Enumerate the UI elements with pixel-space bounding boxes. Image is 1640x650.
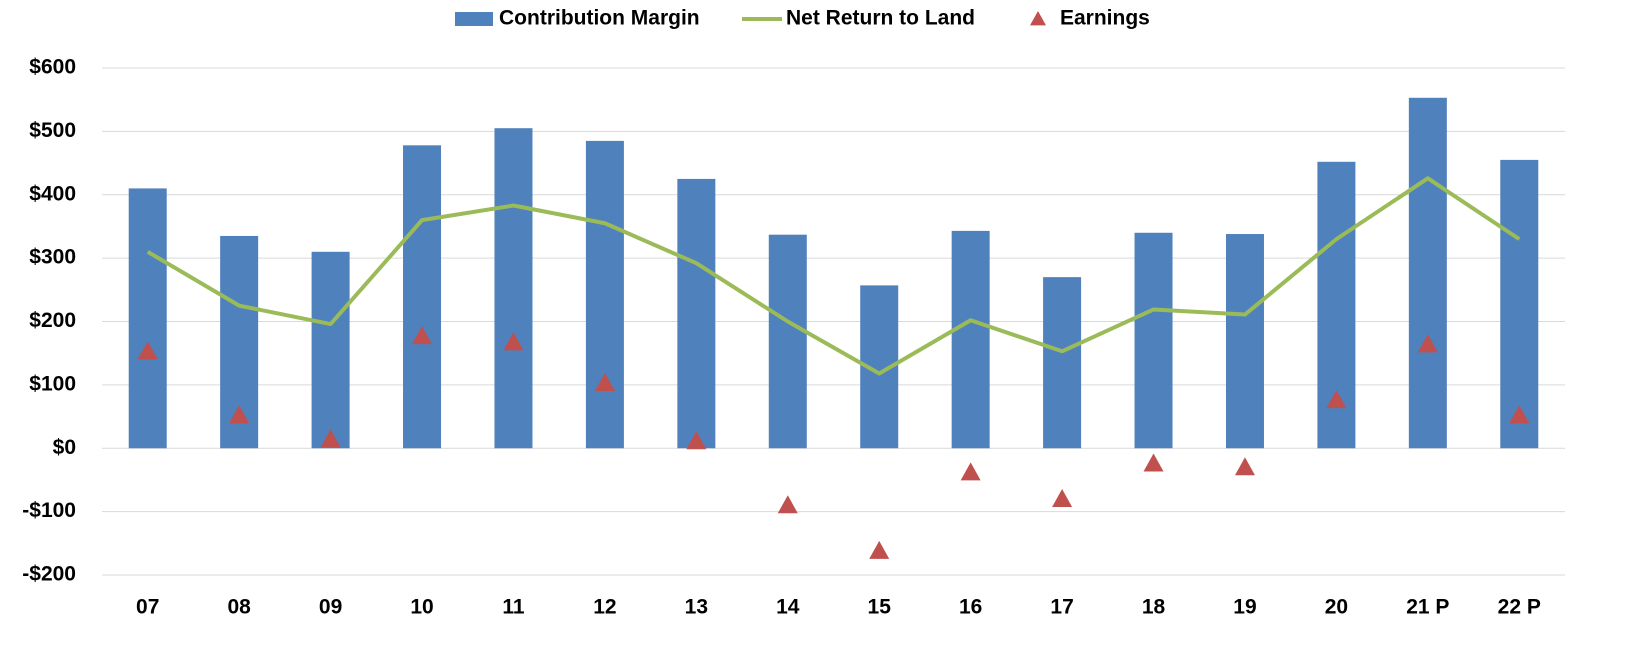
x-tick-label: 16 <box>959 596 982 619</box>
marker <box>1326 390 1347 409</box>
marker <box>1234 457 1255 476</box>
bar <box>951 230 990 449</box>
marker <box>137 341 158 360</box>
x-tick-label: 08 <box>227 596 251 619</box>
y-tick-label: $500 <box>29 119 76 142</box>
marker <box>686 431 707 450</box>
bar <box>768 234 807 449</box>
y-tick-label: $400 <box>29 182 76 205</box>
y-tick-label: $100 <box>29 372 76 395</box>
x-tick-label: 15 <box>868 596 892 619</box>
bar <box>1408 97 1447 449</box>
y-tick-label: -$100 <box>22 499 76 522</box>
legend-label: Net Return to Land <box>786 7 975 30</box>
bar <box>1500 159 1539 449</box>
x-tick-label: 12 <box>593 596 616 619</box>
x-tick-label: 09 <box>319 596 342 619</box>
bar <box>1043 277 1082 449</box>
y-tick-label: -$200 <box>22 563 76 586</box>
x-tick-label: 21 P <box>1406 596 1449 619</box>
x-tick-label: 20 <box>1325 596 1348 619</box>
marker <box>503 332 524 351</box>
x-tick-label: 10 <box>410 596 433 619</box>
x-tick-label: 18 <box>1142 596 1166 619</box>
x-tick-label: 07 <box>136 596 159 619</box>
x-tick-label: 14 <box>776 596 800 619</box>
bar <box>128 188 167 449</box>
marker <box>594 372 615 391</box>
legend-label: Earnings <box>1060 7 1150 30</box>
bar <box>494 128 533 449</box>
marker <box>1417 334 1438 353</box>
x-tick-label: 22 P <box>1498 596 1541 619</box>
marker <box>320 429 341 448</box>
marker <box>1052 488 1073 507</box>
marker <box>869 540 890 559</box>
bar <box>403 145 442 449</box>
marker <box>229 405 250 424</box>
legend-label: Contribution Margin <box>499 7 700 30</box>
x-tick-label: 13 <box>685 596 708 619</box>
line <box>146 176 1521 376</box>
marker <box>777 495 798 514</box>
marker <box>412 326 433 345</box>
legend-swatch <box>1030 11 1046 26</box>
bar <box>1225 234 1264 449</box>
y-tick-label: $200 <box>29 309 76 332</box>
y-tick-label: $300 <box>29 246 76 269</box>
bar <box>585 140 624 449</box>
marker <box>960 462 981 481</box>
bar <box>1134 232 1173 449</box>
bar <box>677 178 716 449</box>
marker <box>1143 453 1164 472</box>
x-tick-label: 11 <box>502 596 525 619</box>
marker <box>1509 405 1530 424</box>
y-tick-label: $0 <box>53 436 76 459</box>
legend-swatch <box>455 12 493 26</box>
x-tick-label: 17 <box>1050 596 1073 619</box>
x-tick-label: 19 <box>1233 596 1256 619</box>
bar <box>311 251 350 449</box>
y-tick-label: $600 <box>29 56 76 79</box>
